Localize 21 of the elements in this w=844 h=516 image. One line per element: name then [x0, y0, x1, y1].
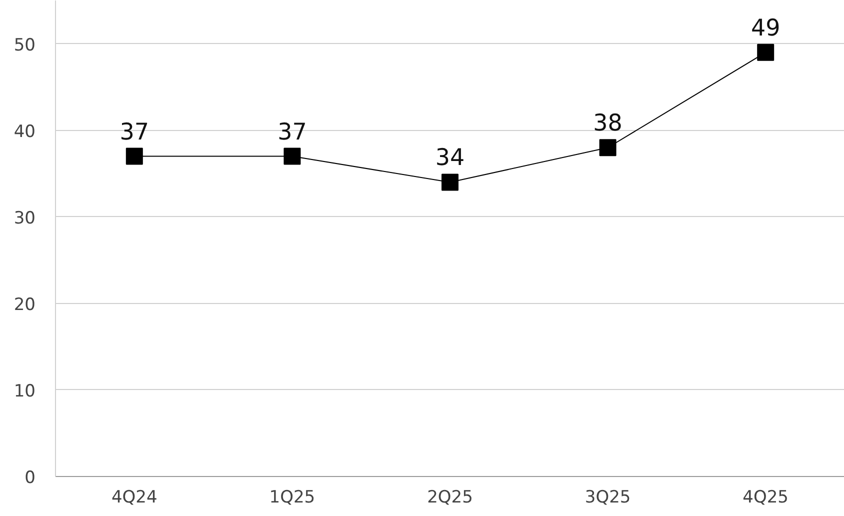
y-tick-label: 30 — [14, 208, 36, 228]
data-label: 37 — [120, 119, 150, 146]
x-tick-label: 4Q24 — [111, 488, 158, 508]
y-tick-label: 20 — [14, 294, 36, 315]
data-label: 37 — [278, 119, 307, 146]
point — [757, 44, 774, 61]
point — [442, 174, 458, 191]
x-tick-label: 4Q25 — [742, 488, 789, 508]
point — [126, 148, 143, 165]
y-tick-label: 50 — [14, 35, 36, 56]
data-label: 34 — [435, 145, 465, 172]
x-tick-label: 1Q25 — [269, 488, 316, 508]
point — [284, 148, 301, 165]
x-tick-label: 2Q25 — [427, 488, 473, 508]
y-tick-label: 0 — [24, 468, 36, 488]
x-tick-label: 3Q25 — [584, 488, 631, 508]
point — [599, 139, 616, 156]
data-label: 38 — [593, 110, 622, 137]
y-tick-label: 40 — [14, 122, 36, 142]
data-label: 49 — [750, 15, 780, 42]
y-tick-label: 10 — [14, 381, 36, 402]
